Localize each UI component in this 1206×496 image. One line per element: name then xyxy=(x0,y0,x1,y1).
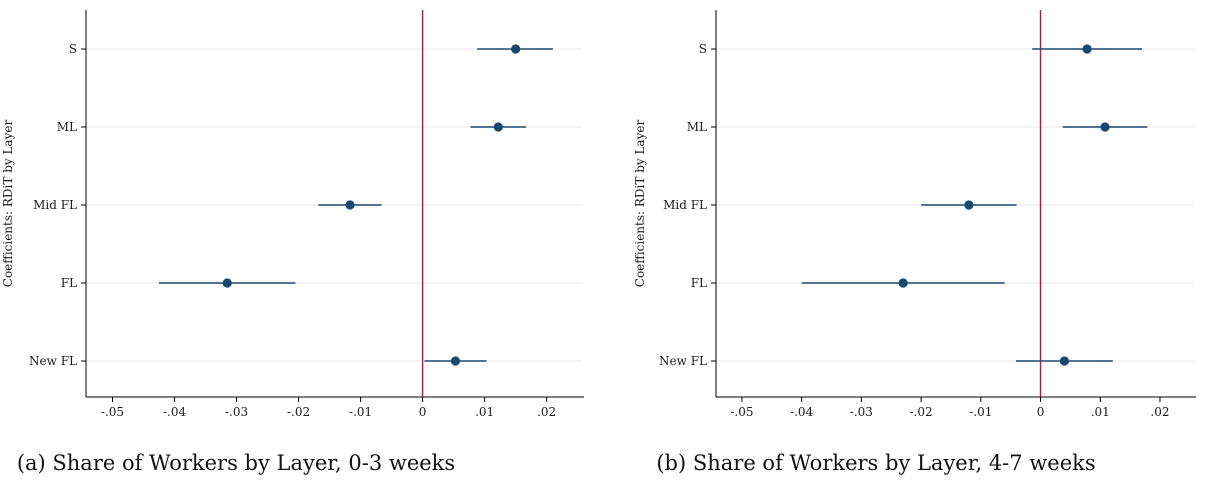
point-estimate xyxy=(493,122,503,132)
x-tick-label: .02 xyxy=(537,405,556,419)
point-estimate xyxy=(1082,44,1092,54)
x-tick-label: -.03 xyxy=(225,405,248,419)
x-tick-label: .01 xyxy=(475,405,494,419)
y-tick-label: New FL xyxy=(29,354,77,368)
x-tick-label: -.05 xyxy=(730,405,753,419)
x-tick-label: 0 xyxy=(419,405,427,419)
figure-caption: (b) Share of Workers by Layer, 4-7 weeks xyxy=(656,451,1095,475)
y-tick-label: Mid FL xyxy=(33,198,77,212)
y-axis-title: Coefficients: RDiT by Layer xyxy=(633,120,647,288)
x-tick-label: .02 xyxy=(1150,405,1169,419)
y-tick-label: FL xyxy=(61,276,77,290)
y-tick-label: FL xyxy=(691,276,707,290)
x-tick-label: -.02 xyxy=(287,405,310,419)
point-estimate xyxy=(345,200,355,210)
x-tick-label: -.01 xyxy=(349,405,372,419)
chart-panel-a: S ML Mid FL FL New FL -.05 -.04 -.03 -.02 -.01 0 .0… xyxy=(1,10,584,475)
x-tick-label: -.04 xyxy=(163,405,187,419)
point-estimate xyxy=(898,278,908,288)
x-tick-label: -.04 xyxy=(790,405,814,419)
y-tick-label: S xyxy=(69,42,77,56)
x-tick-label: -.03 xyxy=(850,405,873,419)
x-tick-label: 0 xyxy=(1037,405,1045,419)
y-tick-label: S xyxy=(699,42,707,56)
point-estimate xyxy=(222,278,232,288)
y-tick-label: ML xyxy=(687,120,707,134)
y-axis-title: Coefficients: RDiT by Layer xyxy=(1,120,15,288)
x-tick-label: -.01 xyxy=(969,405,992,419)
x-tick-label: .01 xyxy=(1091,405,1110,419)
x-tick-label: -.02 xyxy=(910,405,933,419)
y-tick-label: New FL xyxy=(659,354,707,368)
point-estimate xyxy=(450,356,461,366)
y-tick-label: Mid FL xyxy=(663,198,707,212)
chart-panel-b: S ML Mid FL FL New FL -.05 -.04 -.03 -.02 -.01 0 .0… xyxy=(633,10,1196,475)
x-tick-label: -.05 xyxy=(101,405,124,419)
point-estimate xyxy=(511,44,521,54)
point-estimate xyxy=(1059,356,1070,366)
point-estimate xyxy=(1100,122,1110,132)
point-estimate xyxy=(964,200,974,210)
y-tick-label: ML xyxy=(57,120,77,134)
figure-caption: (a) Share of Workers by Layer, 0-3 weeks xyxy=(17,451,455,475)
